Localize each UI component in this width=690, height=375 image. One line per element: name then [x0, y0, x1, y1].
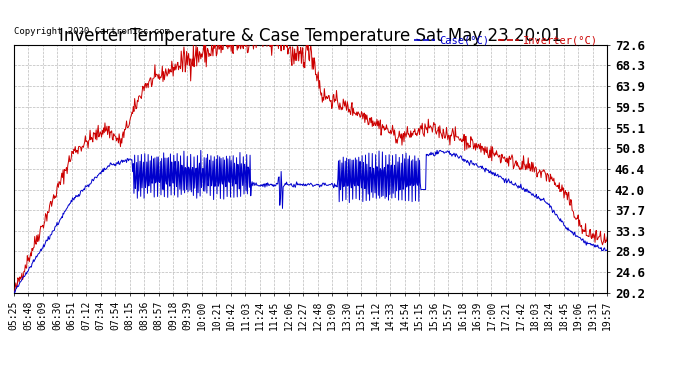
Legend: Case(°C), Inverter(°C): Case(°C), Inverter(°C)	[411, 32, 602, 50]
Title: Inverter Temperature & Case Temperature Sat May 23 20:01: Inverter Temperature & Case Temperature …	[59, 27, 562, 45]
Text: Copyright 2020 Cartronics.com: Copyright 2020 Cartronics.com	[14, 27, 170, 36]
